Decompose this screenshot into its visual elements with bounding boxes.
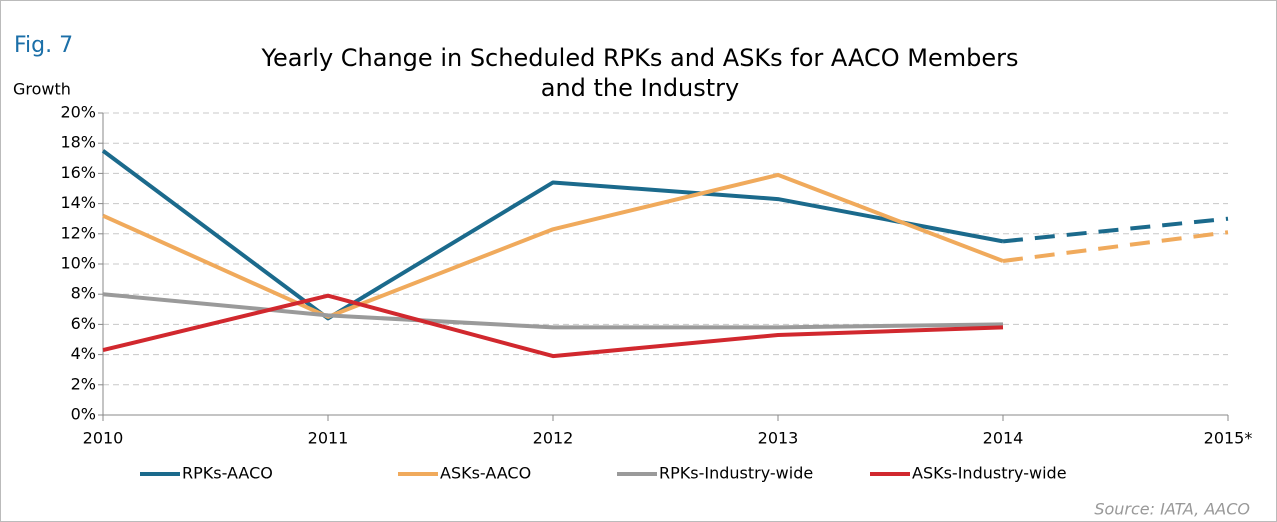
- x-tick-label: 2014: [983, 429, 1024, 448]
- y-tick-label: 18%: [60, 133, 96, 152]
- series-line: [102, 292, 1004, 330]
- x-tick-label: 2011: [308, 429, 349, 448]
- y-tick-label: 2%: [71, 374, 96, 393]
- y-tick-label: 20%: [60, 103, 96, 122]
- y-tick-label: 16%: [60, 163, 96, 182]
- x-tick-label: 2010: [83, 429, 124, 448]
- figure-label: Fig. 7: [14, 33, 73, 58]
- x-tick-label: 2012: [533, 429, 574, 448]
- forecast-line: [1002, 216, 1229, 244]
- y-tick-label: 10%: [60, 254, 96, 273]
- y-tick-label: 14%: [60, 193, 96, 212]
- x-tick-label: 2015*: [1204, 429, 1253, 448]
- y-tick-label: 0%: [71, 405, 96, 424]
- x-tick-label: 2013: [758, 429, 799, 448]
- chart-title: Yearly Change in Scheduled RPKs and ASKs…: [260, 44, 1018, 72]
- source: Source: IATA, AACO: [1094, 500, 1250, 519]
- y-tick-label: 6%: [71, 314, 96, 333]
- legend-label: RPKs-AACO: [182, 464, 273, 483]
- series-line: [102, 172, 1004, 319]
- legend-label: RPKs-Industry-wide: [659, 464, 813, 483]
- chart-title: and the Industry: [541, 74, 740, 102]
- series-line: [102, 293, 1004, 359]
- y-tick-label: 8%: [71, 284, 96, 303]
- y-tick-label: 12%: [60, 223, 96, 242]
- legend-label: ASKs-Industry-wide: [912, 464, 1067, 483]
- y-tick-label: 4%: [71, 344, 96, 363]
- legend-label: ASKs-AACO: [440, 464, 531, 483]
- forecast-line: [1002, 230, 1229, 263]
- series-line: [101, 149, 1004, 321]
- y-axis-label: Growth: [13, 80, 71, 99]
